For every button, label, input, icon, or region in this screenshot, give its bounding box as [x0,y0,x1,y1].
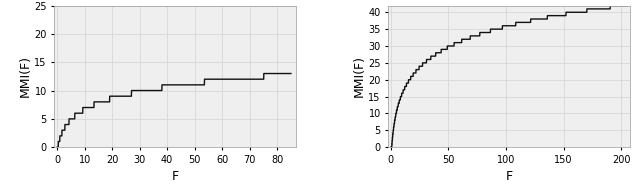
Y-axis label: MMI(F): MMI(F) [353,55,365,97]
X-axis label: F: F [506,170,513,183]
Y-axis label: MMI(F): MMI(F) [19,55,31,97]
X-axis label: F: F [172,170,179,183]
